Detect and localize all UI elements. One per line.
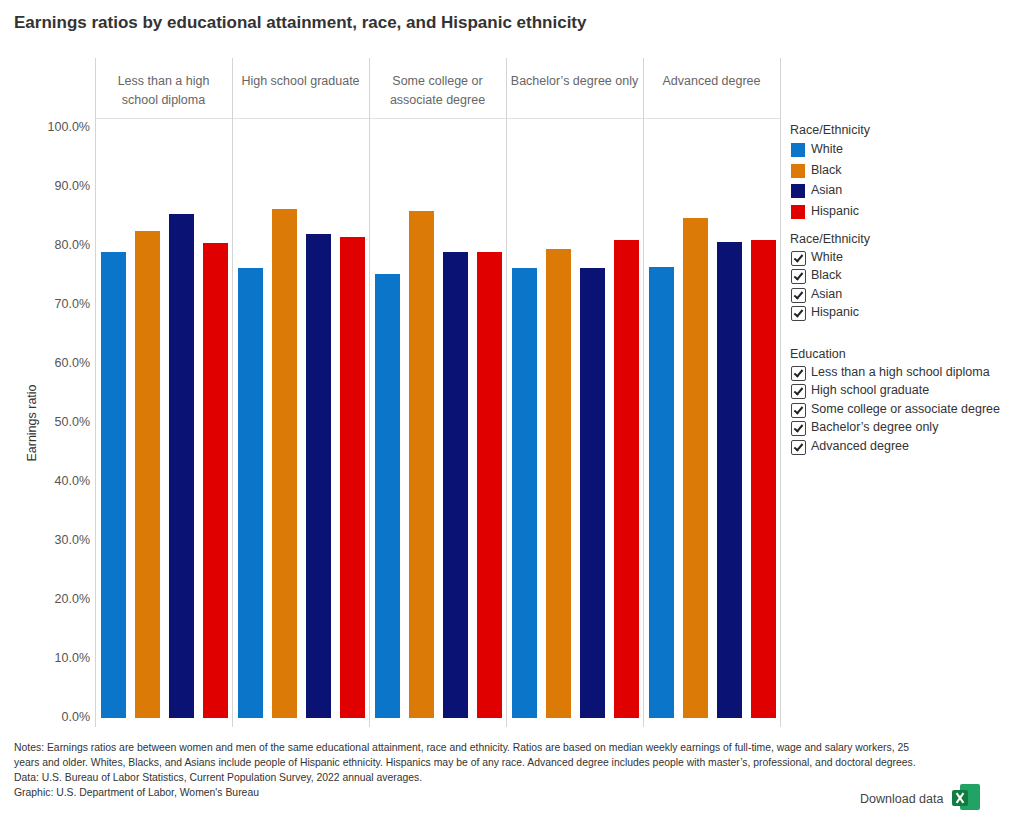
- panel-divider: [369, 58, 370, 727]
- excel-icon[interactable]: [950, 782, 980, 812]
- filter-item: Hispanic: [811, 305, 859, 319]
- category-header: Advanced degree: [643, 58, 780, 118]
- checkbox: [791, 269, 806, 284]
- filter-item: White: [811, 250, 843, 264]
- chart-title: Earnings ratios by educational attainmen…: [14, 13, 586, 33]
- y-axis-label: Earnings ratio: [25, 384, 39, 461]
- y-tick-label: 100.0%: [20, 120, 90, 134]
- checkbox: [791, 403, 806, 418]
- y-tick-label: 30.0%: [20, 533, 90, 547]
- bar: [101, 252, 126, 718]
- filter-item: Bachelor’s degree only: [811, 420, 938, 434]
- bar: [443, 252, 468, 718]
- bar: [169, 214, 194, 718]
- y-tick-label: 20.0%: [20, 592, 90, 606]
- legend-label: Black: [811, 163, 842, 177]
- note: Graphic: U.S. Department of Labor, Women…: [14, 787, 259, 798]
- checkbox: [791, 288, 806, 303]
- bar: [717, 242, 742, 718]
- checkbox: [791, 366, 806, 381]
- checkmark: [794, 252, 804, 262]
- legend-swatch: [791, 164, 805, 178]
- bar: [409, 211, 434, 718]
- panel-divider: [643, 58, 644, 727]
- panel-divider: [506, 58, 507, 727]
- bar: [375, 274, 400, 718]
- legend-swatch: [791, 143, 805, 157]
- panel-divider: [780, 58, 781, 727]
- checkmark: [794, 308, 804, 318]
- bar: [649, 267, 674, 718]
- checkmark: [794, 386, 804, 396]
- category-label: Less than a high school diploma: [98, 72, 229, 110]
- y-tick-label: 0.0%: [20, 710, 90, 724]
- legend-title: Race/Ethnicity: [790, 123, 870, 137]
- checkbox: [791, 421, 806, 436]
- note: Data: U.S. Bureau of Labor Statistics, C…: [14, 772, 422, 783]
- checkbox: [791, 251, 806, 266]
- y-tick-label: 90.0%: [20, 179, 90, 193]
- legend-label: Asian: [811, 183, 842, 197]
- checkmark: [794, 404, 804, 414]
- category-header: Some college or associate degree: [369, 58, 506, 118]
- legend-label: Hispanic: [811, 204, 859, 218]
- bar: [683, 218, 708, 718]
- bar: [614, 240, 639, 718]
- panel-divider: [232, 58, 233, 727]
- header-line: [95, 118, 780, 119]
- y-tick-label: 70.0%: [20, 297, 90, 311]
- legend-swatch: [791, 184, 805, 198]
- bar: [238, 268, 263, 718]
- bar: [546, 249, 571, 718]
- checkmark: [794, 441, 804, 451]
- checkbox: [791, 306, 806, 321]
- checkmark: [794, 423, 804, 433]
- category-header: High school graduate: [232, 58, 369, 118]
- y-tick-label: 60.0%: [20, 356, 90, 370]
- filter-item: High school graduate: [811, 383, 929, 397]
- legend-label: White: [811, 142, 843, 156]
- category-label: Advanced degree: [646, 72, 777, 91]
- checkbox: [791, 440, 806, 455]
- bar: [306, 234, 331, 718]
- checkbox: [791, 384, 806, 399]
- filter-title: Education: [790, 347, 846, 361]
- plot-area: [95, 128, 780, 718]
- y-tick-label: 10.0%: [20, 651, 90, 665]
- bar: [751, 240, 776, 718]
- category-label: Some college or associate degree: [372, 72, 503, 110]
- bar: [512, 268, 537, 718]
- checkmark: [794, 289, 804, 299]
- checkmark: [794, 271, 804, 281]
- y-tick-label: 80.0%: [20, 238, 90, 252]
- filter-item: Some college or associate degree: [811, 402, 1000, 416]
- filter-item: Advanced degree: [811, 439, 909, 453]
- category-header: Less than a high school diploma: [95, 58, 232, 118]
- filter-item: Less than a high school diploma: [811, 365, 990, 379]
- note: Notes: Earnings ratios are between women…: [14, 742, 909, 753]
- checkmark: [794, 367, 804, 377]
- category-label: High school graduate: [235, 72, 366, 91]
- bar: [340, 237, 365, 718]
- legend-swatch: [791, 205, 805, 219]
- bar: [135, 231, 160, 718]
- category-label: Bachelor’s degree only: [509, 72, 640, 91]
- filter-item: Black: [811, 268, 842, 282]
- bar: [203, 243, 228, 718]
- panel-divider: [95, 58, 96, 727]
- download-label: Download data: [860, 792, 943, 806]
- note: years and older. Whites, Blacks, and Asi…: [14, 757, 916, 768]
- bar: [477, 252, 502, 718]
- y-tick-label: 40.0%: [20, 474, 90, 488]
- category-header: Bachelor’s degree only: [506, 58, 643, 118]
- filter-item: Asian: [811, 287, 842, 301]
- bar: [272, 209, 297, 718]
- bar: [580, 268, 605, 718]
- filter-title: Race/Ethnicity: [790, 232, 870, 246]
